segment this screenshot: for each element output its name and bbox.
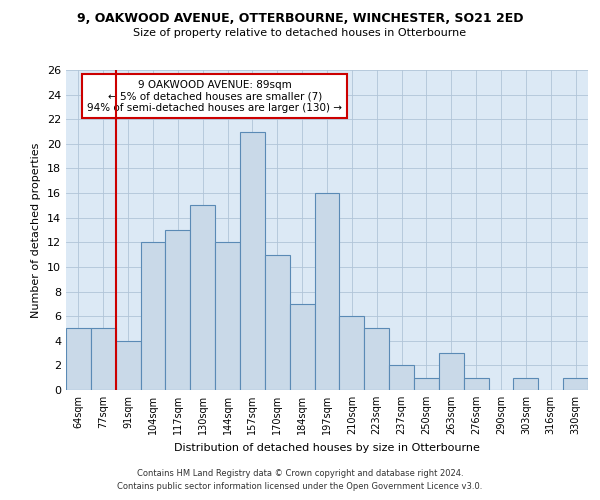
- Bar: [563, 378, 588, 390]
- Bar: [340, 316, 364, 390]
- Bar: [190, 206, 215, 390]
- Bar: [265, 254, 290, 390]
- Text: 9, OAKWOOD AVENUE, OTTERBOURNE, WINCHESTER, SO21 2ED: 9, OAKWOOD AVENUE, OTTERBOURNE, WINCHEST…: [77, 12, 523, 26]
- Text: Size of property relative to detached houses in Otterbourne: Size of property relative to detached ho…: [133, 28, 467, 38]
- Bar: [389, 366, 414, 390]
- Bar: [91, 328, 116, 390]
- Y-axis label: Number of detached properties: Number of detached properties: [31, 142, 41, 318]
- Bar: [116, 341, 140, 390]
- Text: Contains HM Land Registry data © Crown copyright and database right 2024.: Contains HM Land Registry data © Crown c…: [137, 468, 463, 477]
- Bar: [166, 230, 190, 390]
- Bar: [314, 193, 340, 390]
- Bar: [414, 378, 439, 390]
- Bar: [215, 242, 240, 390]
- Text: 9 OAKWOOD AVENUE: 89sqm
← 5% of detached houses are smaller (7)
94% of semi-deta: 9 OAKWOOD AVENUE: 89sqm ← 5% of detached…: [87, 80, 342, 113]
- Bar: [140, 242, 166, 390]
- Text: Contains public sector information licensed under the Open Government Licence v3: Contains public sector information licen…: [118, 482, 482, 491]
- Bar: [364, 328, 389, 390]
- Bar: [439, 353, 464, 390]
- X-axis label: Distribution of detached houses by size in Otterbourne: Distribution of detached houses by size …: [174, 442, 480, 452]
- Bar: [464, 378, 488, 390]
- Bar: [514, 378, 538, 390]
- Bar: [240, 132, 265, 390]
- Bar: [66, 328, 91, 390]
- Bar: [290, 304, 314, 390]
